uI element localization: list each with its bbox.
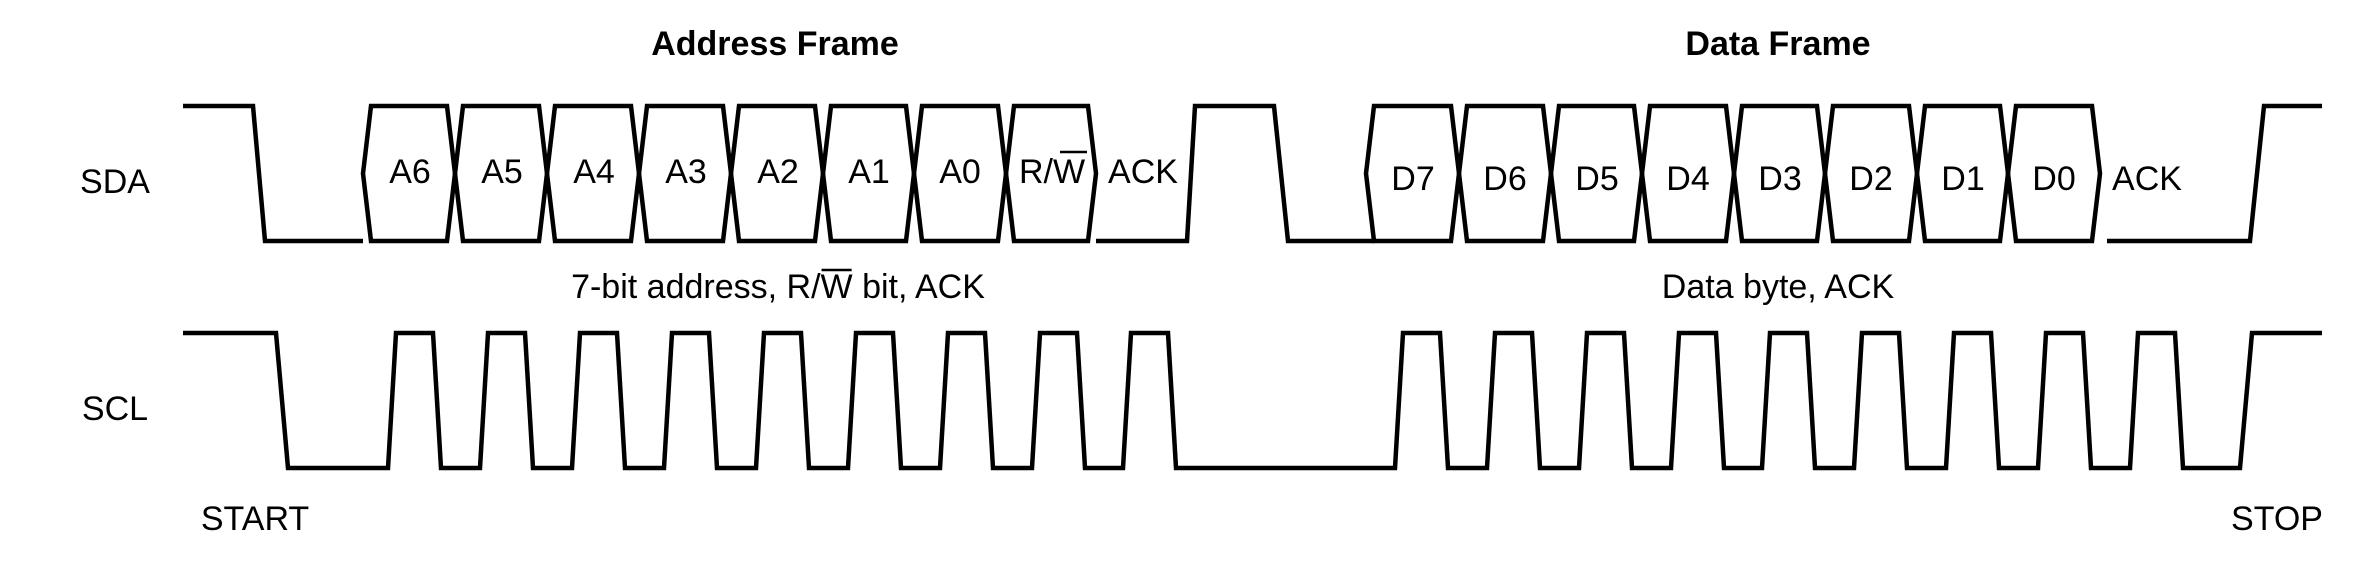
address-bit-label: A0 xyxy=(939,153,981,191)
address-frame-note: 7-bit address, R/W bit, ACK xyxy=(571,268,985,306)
data-bit-label: D1 xyxy=(1941,160,1984,198)
sda-address-ack-segment xyxy=(1096,103,1374,244)
data-bit-label: D4 xyxy=(1666,160,1709,198)
data-frame-note: Data byte, ACK xyxy=(1662,268,1895,306)
sda-waveform xyxy=(183,103,2322,244)
rw-overbar-text: W xyxy=(1053,153,1085,191)
address-bit-label: A6 xyxy=(389,153,431,191)
scl-signal-label: SCL xyxy=(82,390,148,428)
sda-signal-label: SDA xyxy=(80,163,150,201)
data-ack-label: ACK xyxy=(2112,160,2182,198)
address-frame-title: Address Frame xyxy=(651,25,899,63)
data-bit-label: D2 xyxy=(1849,160,1892,198)
address-bit-label: A2 xyxy=(757,153,799,191)
address-bit-label: A5 xyxy=(481,153,523,191)
sda-address-cells xyxy=(360,103,1099,244)
address-bit-labels: A6 A5 A4 A3 A2 A1 A0 R/W ACK xyxy=(389,150,1178,191)
data-bit-labels: D7 D6 D5 D4 D3 D2 D1 D0 ACK xyxy=(1391,160,2182,198)
start-condition-label: START xyxy=(201,500,309,538)
scl-waveform xyxy=(183,330,2322,471)
address-bit-label: A1 xyxy=(848,153,890,191)
data-bit-label: D7 xyxy=(1391,160,1434,198)
data-frame-title: Data Frame xyxy=(1685,25,1870,63)
address-ack-label: ACK xyxy=(1108,153,1178,191)
data-bit-label: D3 xyxy=(1758,160,1801,198)
data-bit-label: D6 xyxy=(1483,160,1526,198)
address-bit-label: A4 xyxy=(573,153,615,191)
data-bit-label: D5 xyxy=(1575,160,1618,198)
stop-condition-label: STOP xyxy=(2231,500,2323,538)
rw-bit-label: R/W xyxy=(1019,153,1085,191)
sda-data-cell xyxy=(2005,103,2103,244)
sda-data-cells xyxy=(1363,103,2103,244)
sda-address-cell xyxy=(1003,103,1099,244)
sda-start-segment xyxy=(183,103,363,244)
address-bit-label: A3 xyxy=(665,153,707,191)
data-bit-label: D0 xyxy=(2032,160,2075,198)
sda-stop-segment xyxy=(2107,103,2322,244)
